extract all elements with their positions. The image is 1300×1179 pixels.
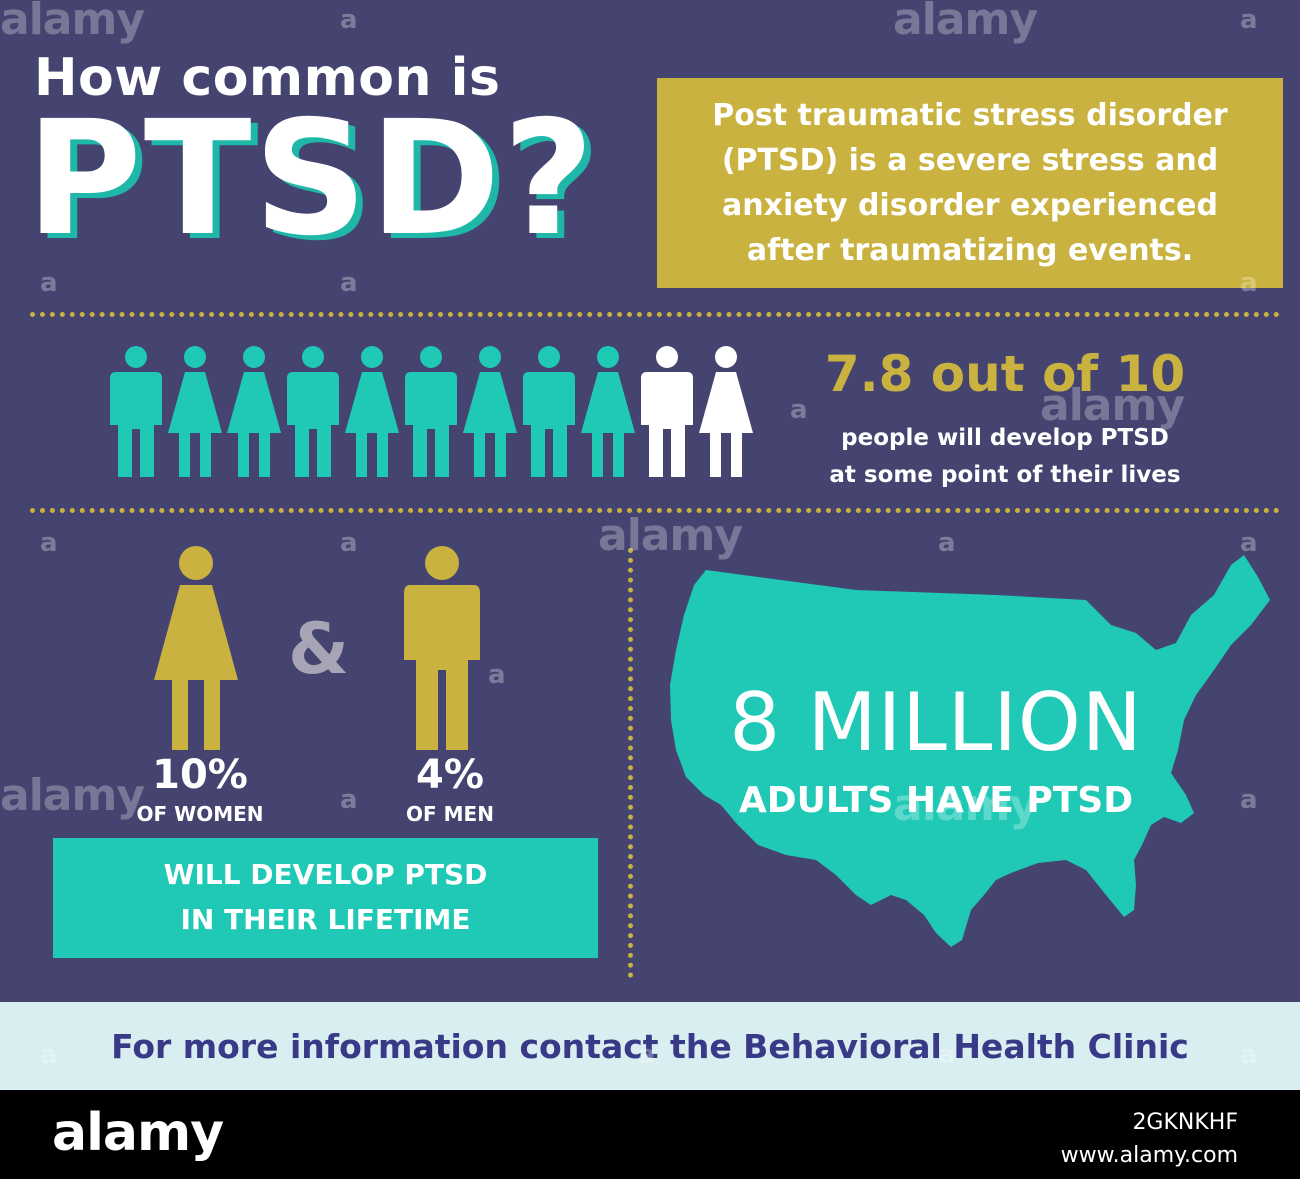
- stock-image-id: 2GKNKHF: [1132, 1110, 1238, 1135]
- watermark-mark: a: [1240, 5, 1258, 35]
- watermark-brand-3: alamy: [598, 510, 743, 561]
- watermark-brand-4: alamy: [0, 770, 145, 821]
- watermark-mark: a: [1240, 785, 1258, 815]
- definition-text: Post traumatic stress disorder (PTSD) is…: [712, 98, 1228, 268]
- ampersand: &: [288, 608, 350, 690]
- lifetime-line2: IN THEIR LIFETIME: [180, 903, 471, 936]
- stock-image-info: 2GKNKHF www.alamy.com: [1061, 1106, 1238, 1172]
- people-stat-line1: people will develop PTSD: [841, 425, 1169, 451]
- people-stat-line2: at some point of their lives: [829, 461, 1181, 488]
- watermark-brand-1: alamy: [0, 0, 145, 45]
- watermark-mark: a: [340, 5, 358, 35]
- usa-map-icon: [670, 555, 1270, 947]
- men-label: OF MEN: [406, 802, 494, 826]
- title-small: How common is: [34, 48, 501, 108]
- infographic: How common is PTSD? Post traumatic stres…: [0, 0, 1300, 1090]
- footer-text: For more information contact the Behavio…: [111, 1026, 1189, 1066]
- watermark-mark: a: [1240, 528, 1258, 558]
- male-person-icon: [405, 346, 457, 477]
- watermark-mark: a: [488, 660, 506, 690]
- male-person-icon: [110, 346, 162, 477]
- watermark-mark: a: [1240, 268, 1258, 298]
- watermark-mark: a: [938, 528, 956, 558]
- definition-box: Post traumatic stress disorder (PTSD) is…: [657, 78, 1283, 288]
- female-person-icon: [345, 346, 399, 477]
- people-stat-subtext: people will develop PTSD at some point o…: [790, 420, 1220, 494]
- people-icon-row: [108, 345, 768, 480]
- footer-banner: For more information contact the Behavio…: [0, 1002, 1300, 1090]
- watermark-mark: a: [40, 528, 58, 558]
- title-big: PTSD?: [26, 87, 597, 271]
- lifetime-box: WILL DEVELOP PTSD IN THEIR LIFETIME: [53, 838, 598, 958]
- female-person-icon: [699, 346, 753, 477]
- stock-brand-logo: alamy: [52, 1103, 224, 1163]
- male-person-icon: [404, 546, 480, 750]
- watermark-mark: a: [790, 395, 808, 425]
- women-label: OF WOMEN: [136, 802, 264, 826]
- divider-middle: [30, 508, 1280, 513]
- watermark-brand-5: alamy: [1040, 380, 1185, 431]
- women-percentage: 10%: [152, 752, 248, 798]
- female-person-icon: [168, 346, 222, 477]
- watermark-mark: a: [938, 1040, 956, 1070]
- watermark-brand-6: alamy: [893, 780, 1038, 831]
- female-person-icon: [227, 346, 281, 477]
- men-percentage: 4%: [416, 752, 484, 798]
- map-stat-label: ADULTS HAVE PTSD: [738, 780, 1134, 821]
- divider-top: [30, 312, 1280, 317]
- male-person-icon: [641, 346, 693, 477]
- watermark-mark: a: [1240, 1040, 1258, 1070]
- divider-vertical: [628, 548, 633, 978]
- people-stat-headline: 7.8 out of 10: [824, 345, 1186, 403]
- watermark-brand-2: alamy: [893, 0, 1038, 45]
- female-person-icon: [154, 546, 238, 750]
- stock-site-url: www.alamy.com: [1060, 1143, 1238, 1168]
- map-stat-number: 8 MILLION: [729, 676, 1143, 769]
- watermark-mark: a: [340, 785, 358, 815]
- male-person-icon: [523, 346, 575, 477]
- stock-bar: [0, 1090, 1300, 1179]
- lifetime-line1: WILL DEVELOP PTSD: [163, 858, 488, 892]
- female-person-icon: [581, 346, 635, 477]
- male-person-icon: [287, 346, 339, 477]
- watermark-mark: a: [340, 268, 358, 298]
- watermark-mark: a: [340, 528, 358, 558]
- watermark-mark: a: [638, 1040, 656, 1070]
- watermark-mark: a: [40, 1040, 58, 1070]
- female-person-icon: [463, 346, 517, 477]
- watermark-mark: a: [40, 268, 58, 298]
